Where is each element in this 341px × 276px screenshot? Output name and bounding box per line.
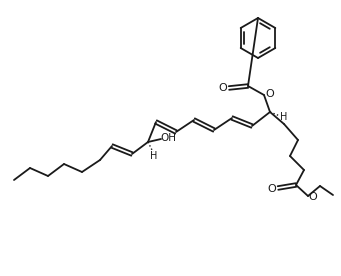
Text: O: O [268, 184, 276, 194]
Text: H: H [280, 112, 288, 122]
Text: O: O [219, 83, 227, 93]
Text: H: H [150, 151, 158, 161]
Text: OH: OH [160, 133, 176, 143]
Text: O: O [309, 192, 317, 202]
Text: O: O [266, 89, 275, 99]
